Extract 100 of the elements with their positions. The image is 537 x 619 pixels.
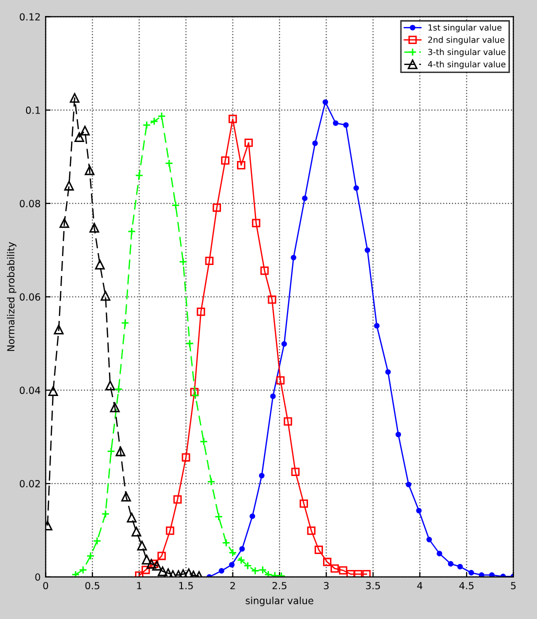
point: [54, 324, 64, 334]
point: [152, 560, 162, 571]
point: [121, 492, 131, 502]
point: [78, 566, 88, 574]
point: [362, 570, 371, 577]
y-tick-label: 0.12: [20, 13, 40, 21]
point: [48, 386, 58, 396]
point: [468, 570, 474, 576]
x-tick-label: 4.5: [459, 582, 474, 590]
point: [86, 552, 95, 560]
point: [258, 566, 267, 574]
point: [312, 140, 318, 146]
point: [270, 393, 276, 400]
point: [92, 536, 102, 546]
point: [166, 526, 174, 535]
point: [302, 196, 308, 202]
point: [178, 258, 188, 266]
point: [146, 558, 156, 569]
x-tick-label: 2.5: [272, 582, 286, 590]
point: [343, 122, 349, 128]
point: [448, 561, 454, 567]
point: [120, 318, 130, 328]
y-tick-label: 0.02: [20, 480, 40, 488]
point: [126, 512, 137, 522]
point: [284, 417, 292, 426]
x-tick-label: 1.5: [179, 582, 193, 590]
point: [364, 247, 370, 253]
point: [186, 339, 194, 348]
point: [135, 171, 144, 180]
point: [478, 572, 484, 577]
point: [196, 308, 206, 316]
point: [205, 256, 214, 266]
point: [137, 540, 147, 550]
point: [200, 437, 208, 446]
point: [264, 570, 272, 577]
point: [268, 295, 276, 304]
y-tick-label: 0.1: [26, 106, 40, 114]
point: [258, 472, 265, 478]
point: [252, 218, 260, 228]
point: [236, 161, 246, 170]
legend-label: 4-th singular value: [428, 60, 506, 69]
point: [106, 447, 116, 456]
x-tick-label: 3: [324, 582, 329, 590]
point: [164, 159, 174, 168]
point: [173, 495, 182, 504]
point: [353, 185, 359, 191]
point: [128, 227, 136, 236]
point: [158, 566, 168, 576]
point: [142, 554, 152, 564]
point: [84, 165, 94, 176]
point: [396, 432, 402, 438]
point: [191, 391, 200, 400]
point: [251, 566, 260, 576]
point: [222, 538, 230, 547]
point: [338, 566, 348, 575]
point: [314, 546, 323, 554]
point: [132, 526, 142, 536]
point: [116, 446, 126, 456]
x-tick-label: 3.5: [366, 582, 380, 590]
legend-label: 2nd singular value: [428, 36, 504, 45]
point: [135, 571, 144, 577]
point: [322, 99, 328, 105]
point: [426, 536, 432, 542]
point: [150, 117, 158, 126]
point: [95, 260, 105, 270]
point: [64, 180, 74, 191]
point: [218, 568, 224, 574]
point: [142, 566, 150, 574]
point: [229, 562, 235, 568]
point: [221, 156, 230, 165]
point: [489, 572, 495, 577]
point: [323, 558, 332, 566]
x-tick-label: 0.5: [85, 582, 100, 590]
point: [270, 571, 279, 577]
point: [101, 510, 110, 518]
point: [74, 132, 84, 142]
point: [59, 218, 70, 228]
point: [110, 402, 120, 412]
x-tick-label: 0: [43, 582, 48, 590]
y-tick-label: 0: [35, 573, 40, 581]
point: [374, 322, 380, 329]
y-tick-label: 0.06: [20, 293, 40, 301]
y-tick-label: 0.08: [20, 200, 40, 208]
point: [260, 266, 269, 275]
point: [244, 138, 253, 147]
point: [190, 388, 199, 396]
point: [207, 478, 216, 486]
point: [157, 112, 166, 120]
point: [105, 380, 116, 390]
y-tick-label: 0.04: [20, 386, 40, 394]
point: [457, 564, 463, 570]
point: [291, 468, 300, 476]
legend-label: 1st singular value: [428, 24, 502, 32]
point: [228, 548, 237, 557]
point: [236, 556, 246, 564]
point: [276, 376, 285, 385]
point: [406, 482, 412, 488]
point: [330, 564, 339, 573]
point: [142, 120, 151, 130]
point: [307, 526, 316, 535]
